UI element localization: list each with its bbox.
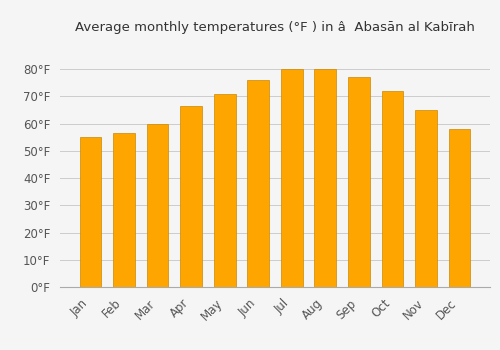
Bar bbox=[281, 69, 302, 287]
Bar bbox=[248, 80, 269, 287]
Bar bbox=[415, 110, 437, 287]
Bar bbox=[146, 124, 169, 287]
Bar bbox=[314, 69, 336, 287]
Bar bbox=[180, 106, 202, 287]
Bar bbox=[80, 137, 102, 287]
Bar bbox=[214, 94, 236, 287]
Bar bbox=[113, 133, 135, 287]
Title: Average monthly temperatures (°F ) in â  Abasān al Kabīrah: Average monthly temperatures (°F ) in â … bbox=[75, 21, 475, 34]
Bar bbox=[382, 91, 404, 287]
Bar bbox=[348, 77, 370, 287]
Bar bbox=[448, 129, 470, 287]
